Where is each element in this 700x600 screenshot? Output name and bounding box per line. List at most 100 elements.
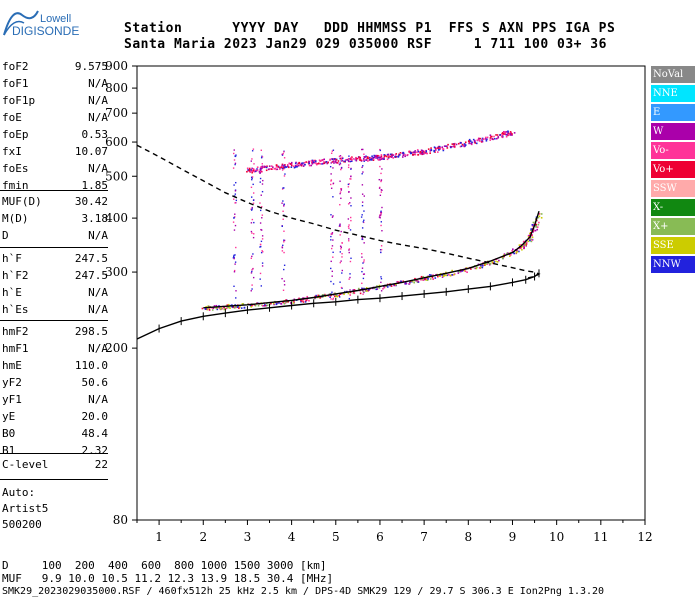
echo-point [287,166,290,169]
param-label: yF1 [2,393,22,406]
echo-point [432,278,434,281]
echo-point [306,295,309,298]
echo-point [298,162,300,165]
echo-point [314,160,317,163]
echo-point [502,257,504,260]
echo-point [493,261,496,263]
echo-point [261,170,263,173]
echo-point [422,150,425,153]
echo-point [411,280,414,283]
echo-point [296,164,299,166]
echo-point [260,245,262,248]
echo-point [318,294,320,297]
echo-point [234,224,237,227]
echo-point [306,299,308,301]
echo-point [338,155,341,158]
echo-point [233,269,236,272]
echo-point [294,162,297,165]
echo-point [442,275,445,278]
echo-point [332,297,335,300]
echo-point [293,166,296,169]
echo-point [234,162,237,165]
echo-point [282,166,285,169]
echo-point [382,285,385,288]
echo-point [455,143,458,146]
echo-point [410,152,413,154]
echo-point [438,145,440,148]
x-tick-label: 9 [509,530,517,544]
param-row: yE 20.0 [2,410,108,427]
echo-point [233,159,236,161]
echo-point [253,233,255,235]
echo-point [259,243,262,246]
echo-point [340,246,343,249]
echo-point [285,166,288,168]
echo-point [497,136,500,138]
y-tick-label: 300 [105,265,128,279]
echo-point [512,248,514,250]
echo-point [461,143,464,146]
echo-point [232,306,234,309]
echo-point [429,150,432,152]
echo-point [287,300,289,303]
autoscaling-line3: 500200 [2,518,42,531]
echo-point [331,270,333,273]
echo-point [233,255,235,258]
echo-point [381,168,383,170]
echo-point [232,167,235,169]
echo-point [434,149,437,151]
echo-point [405,282,408,285]
echo-point [350,219,352,222]
echo-point [340,286,343,289]
echo-point [332,160,335,162]
echo-point [365,287,368,289]
echo-point [498,259,500,262]
echo-point [252,170,254,173]
echo-point [380,154,383,156]
echo-point [340,188,342,190]
echo-point [281,163,284,166]
echo-point [283,164,286,166]
legend-item: Vo- [651,142,695,159]
echo-point [252,192,255,194]
echo-point [283,205,285,207]
echo-point [360,216,363,218]
echo-point [333,162,335,164]
echo-point [205,308,208,310]
echo-point [304,301,307,303]
echo-point [344,160,346,163]
echo-point [341,160,343,162]
echo-point [331,158,333,161]
echo-point [311,162,314,165]
echo-point [330,247,333,250]
param-row: h`F2 247.5 [2,269,108,286]
echo-point [361,201,364,203]
echo-point [347,166,350,169]
echo-point [283,280,286,282]
echo-point [380,251,382,254]
echo-point [438,145,441,148]
echo-point [330,183,332,186]
echo-point [453,143,455,146]
echo-point [507,252,509,254]
echo-point [250,222,253,224]
echo-point [273,168,276,170]
echo-point [372,158,375,160]
echo-point [259,278,261,280]
echo-point [394,155,396,158]
echo-point [256,166,259,169]
echo-point [417,150,420,153]
echo-point [520,247,522,249]
echo-point [510,131,512,134]
echo-point [259,181,261,183]
echo-point [251,158,253,160]
echo-point [348,227,350,230]
echo-point [397,281,400,284]
echo-point [501,133,504,136]
echo-point [380,158,382,161]
echo-point [363,156,366,158]
echo-point [317,162,320,165]
echo-point [425,150,428,153]
echo-point [276,165,278,167]
echo-point [282,210,284,212]
